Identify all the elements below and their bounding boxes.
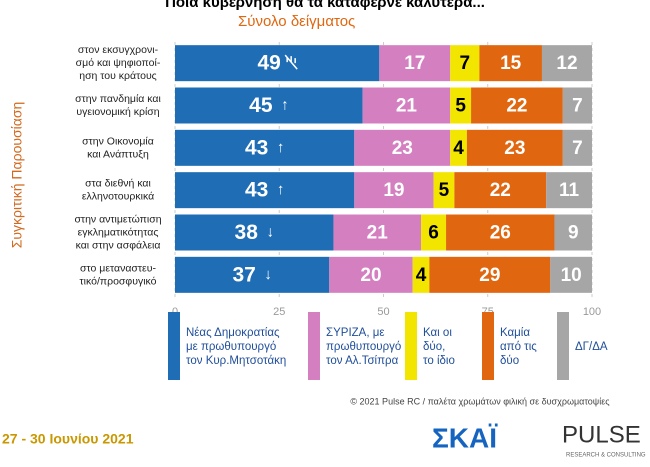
value-label: 22 <box>490 180 511 201</box>
bar-segment <box>450 87 472 124</box>
value-label: 17 <box>404 53 425 74</box>
value-label: 37 <box>232 263 255 286</box>
value-label: 19 <box>383 180 404 201</box>
bar-segment <box>175 87 363 124</box>
value-label: 20 <box>360 265 381 286</box>
no-change-icon <box>284 54 298 70</box>
x-tick-label: 100 <box>583 306 601 318</box>
category-label: στην Οικονομία και Ανάπτυξη <box>82 135 154 160</box>
legend-swatch <box>405 312 417 380</box>
value-label: 11 <box>559 180 580 201</box>
bar-segment <box>446 214 555 251</box>
y-axis-label: Συγκριτική Παρουσίαση <box>9 102 25 249</box>
bar-segment <box>454 172 547 209</box>
logo-pulse-sub: RESEARCH & CONSULTING <box>566 453 646 459</box>
legend-label: ΔΓ/ΔΑ <box>575 341 608 353</box>
bar-segment <box>429 256 551 293</box>
trend-arrow: ↑ <box>281 96 289 113</box>
value-label: 4 <box>453 138 464 159</box>
value-label: 38 <box>235 221 259 244</box>
bar-segment <box>175 256 330 293</box>
category-label: στον εκσυγχρονι-σμό και ψηφιοποί-ηση του… <box>76 44 161 82</box>
value-label: 22 <box>506 96 527 117</box>
value-label: 9 <box>568 223 579 244</box>
value-label: 4 <box>416 265 427 286</box>
bar-segment <box>175 129 355 166</box>
value-label: 10 <box>561 265 582 286</box>
value-label: 15 <box>500 53 522 74</box>
logo-skai: ΣΚΑΪ <box>432 422 498 453</box>
x-tick-label: 0 <box>172 306 178 318</box>
legend-swatch <box>482 312 494 380</box>
bar-segment <box>471 87 563 124</box>
bar-segment <box>175 172 355 209</box>
bar-segment <box>466 129 563 166</box>
date: 27 - 30 Ιουνίου 2021 <box>2 431 134 447</box>
value-label: 45 <box>249 94 273 117</box>
value-label: 23 <box>504 138 525 159</box>
value-label: 21 <box>367 223 389 244</box>
bar-segment <box>433 172 455 209</box>
bar-segment <box>354 129 451 166</box>
bar-segment <box>546 172 592 209</box>
value-label: 12 <box>556 53 577 74</box>
trend-arrow: ↓ <box>264 266 272 283</box>
legend-label: Καμία από τις δύο <box>500 327 537 367</box>
bar-segment <box>354 172 434 209</box>
subtitle: Σύνολο δείγματος <box>238 13 355 30</box>
logo-pulse: PULSE <box>562 421 641 448</box>
value-label: 7 <box>460 53 471 74</box>
legend-swatch <box>168 312 180 380</box>
bar-segment <box>450 45 480 82</box>
legend-swatch <box>557 312 569 380</box>
bar-segment <box>362 87 451 124</box>
trend-arrow: ↑ <box>277 139 285 156</box>
source: © 2021 Pulse RC / παλέτα χρωμάτων φιλική… <box>350 396 610 406</box>
category-label: στην πανδημία και υγειονομική κρίση <box>75 93 161 118</box>
chart-title: Ποια κυβέρνηση θα τα καταφέρνε καλύτερα.… <box>165 0 485 11</box>
bar-segment <box>541 45 592 82</box>
bar-segment <box>333 214 422 251</box>
value-label: 6 <box>428 223 439 244</box>
bar-segment <box>175 45 380 82</box>
value-label: 5 <box>455 96 466 117</box>
trend-arrow: ↑ <box>277 181 285 198</box>
value-label: 29 <box>479 265 500 286</box>
bar-segment <box>175 214 334 251</box>
value-label: 26 <box>490 223 511 244</box>
bar-segment <box>421 214 447 251</box>
value-label: 23 <box>392 138 413 159</box>
bar-segment <box>550 256 592 293</box>
value-label: 21 <box>396 96 418 117</box>
bar-segment <box>562 129 592 166</box>
category-label: στο μεταναστευ-τικό/προσφυγικό <box>80 262 157 287</box>
bar-segment <box>562 87 592 124</box>
category-label: στα διεθνή και ελληνοτουρκικά <box>82 177 154 202</box>
bar-segment <box>479 45 542 82</box>
legend-label: Νέας Δημοκρατίας με πρωθυπουργό τον Κυρ.Μη… <box>186 327 286 367</box>
bar-segment <box>450 129 467 166</box>
category-label: στην αντιμετώπιση εγκληματικότητας και στη… <box>74 213 161 251</box>
trend-arrow: ↓ <box>266 223 274 240</box>
bar-segment <box>329 256 413 293</box>
legend-swatch <box>308 312 320 380</box>
value-label: 43 <box>245 136 268 159</box>
value-label: 49 <box>257 52 280 75</box>
bar-segment <box>554 214 592 251</box>
legend-label: ΣΥΡΙΖΑ, με πρωθυπουργό τον Αλ.Τσίπρα <box>326 327 401 367</box>
bar-segment <box>379 45 451 82</box>
value-label: 7 <box>572 96 583 117</box>
x-tick-label: 25 <box>273 306 285 318</box>
value-label: 43 <box>245 179 268 202</box>
x-tick-label: 50 <box>377 306 389 318</box>
bar-segment <box>412 256 430 293</box>
value-label: 7 <box>572 138 583 159</box>
value-label: 5 <box>439 180 450 201</box>
legend-label: Και οι δύο, το ίδιο <box>423 327 455 367</box>
